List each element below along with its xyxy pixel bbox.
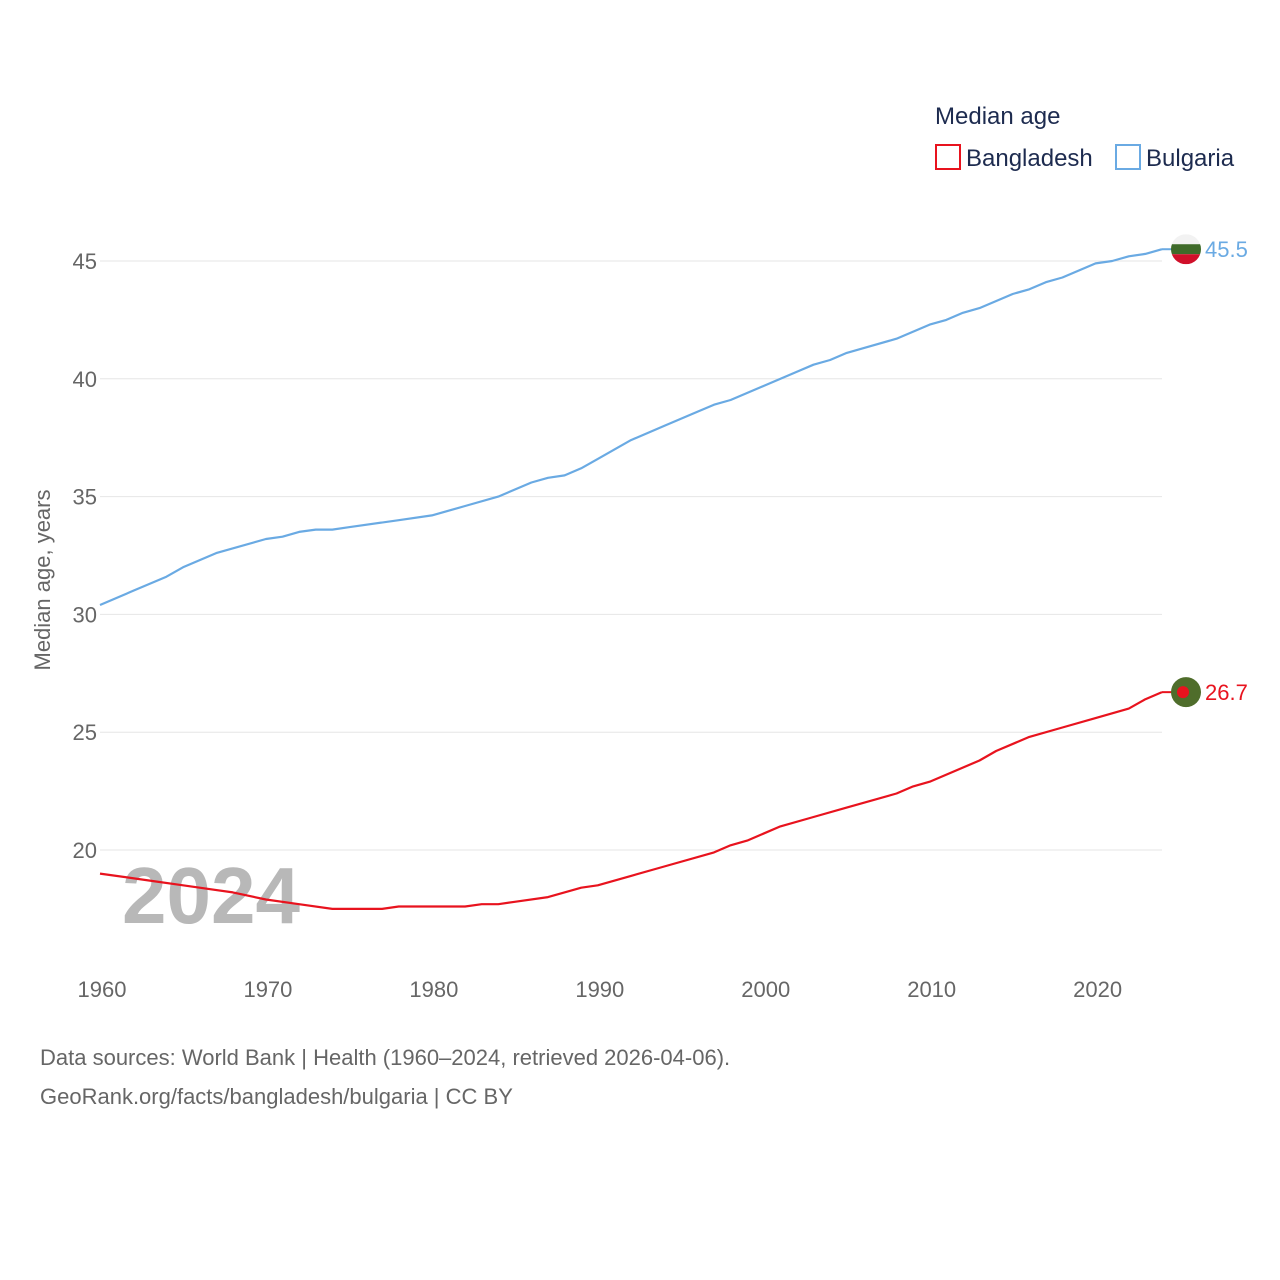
series-line-bangladesh[interactable]: [99, 691, 1163, 911]
source-line: Data sources: World Bank | Health (1960–…: [40, 1045, 731, 1070]
legend-item-bangladesh[interactable]: Bangladesh: [935, 144, 1093, 172]
series-line-bulgaria[interactable]: [99, 248, 1163, 607]
y-tick-label: 40: [73, 367, 97, 392]
gridlines: [100, 260, 1162, 851]
y-tick-label: 25: [73, 720, 97, 745]
y-axis-ticks: 20 25 30 35 40 45: [73, 249, 97, 863]
legend-title: Median age: [935, 103, 1060, 130]
legend-item-bulgaria[interactable]: Bulgaria: [1115, 144, 1235, 172]
end-value-label-bulgaria: 45.5: [1205, 237, 1248, 262]
credit-line: GeoRank.org/facts/bangladesh/bulgaria | …: [40, 1084, 513, 1109]
x-tick-label: 2000: [741, 977, 790, 1002]
year-watermark: 2024: [122, 851, 300, 940]
bangladesh-flag-icon: [1171, 677, 1201, 708]
median-age-chart: Median age Bangladesh Bulgaria Median ag…: [30, 103, 1248, 1002]
series-end-markers: 26.7 45.5: [1162, 234, 1248, 708]
x-tick-label: 2010: [907, 977, 956, 1002]
y-axis-title: Median age, years: [30, 490, 55, 671]
x-tick-label: 1970: [243, 977, 292, 1002]
legend-swatch-bangladesh: [935, 144, 961, 170]
bulgaria-flag-icon: [1171, 234, 1201, 265]
y-tick-label: 30: [73, 602, 97, 627]
y-tick-label: 45: [73, 249, 97, 274]
legend-label-bulgaria: Bulgaria: [1146, 145, 1235, 172]
x-tick-label: 2020: [1073, 977, 1122, 1002]
y-tick-label: 20: [73, 838, 97, 863]
legend-label-bangladesh: Bangladesh: [966, 145, 1093, 172]
end-value-label-bangladesh: 26.7: [1205, 680, 1248, 705]
x-tick-label: 1980: [409, 977, 458, 1002]
legend-swatch-bulgaria: [1115, 144, 1141, 170]
y-tick-label: 35: [73, 485, 97, 510]
x-axis-ticks: 1960 1970 1980 1990 2000 2010 2020: [78, 977, 1123, 1002]
legend: Median age Bangladesh Bulgaria: [935, 103, 1235, 172]
x-tick-label: 1990: [575, 977, 624, 1002]
series-lines: [99, 248, 1163, 911]
x-tick-label: 1960: [78, 977, 127, 1002]
